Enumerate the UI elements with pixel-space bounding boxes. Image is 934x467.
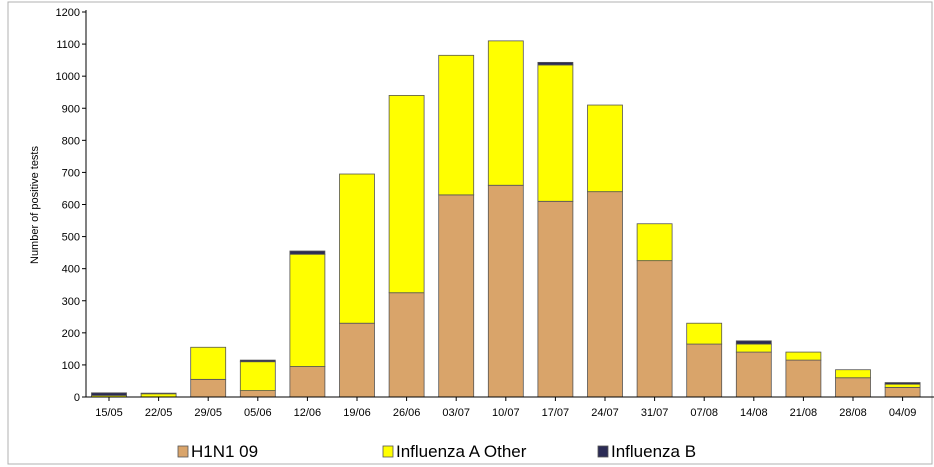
- bar-segment-influenza-a-other: [785, 351, 822, 361]
- y-axis-label: Number of positive tests: [29, 146, 41, 264]
- bar-segment-h1n1-09: [587, 191, 623, 398]
- bar-segment-h1n1-09: [388, 292, 425, 398]
- y-tick-label: 300: [62, 296, 80, 308]
- bar-segment-influenza-a-other: [339, 173, 375, 324]
- x-tick-label: 15/05: [95, 407, 123, 419]
- bar-segment-influenza-b: [140, 392, 177, 395]
- y-axis: 0 100 200 300 400 500 600 700 800 900 1000 1100 1200: [56, 7, 86, 404]
- x-tick-label: 12/06: [294, 407, 322, 419]
- bar-segment-h1n1-09: [487, 184, 524, 398]
- bar-segment-h1n1-09: [884, 386, 921, 398]
- bars: [91, 40, 921, 398]
- x-tick-label: 22/05: [145, 407, 173, 419]
- x-tick-label: 03/07: [442, 407, 470, 419]
- bar-segment-influenza-a-other: [587, 104, 623, 193]
- legend-label: H1N1 09: [191, 442, 258, 461]
- legend-label: Influenza B: [611, 442, 696, 461]
- bar-segment-influenza-a-other: [636, 223, 673, 262]
- bar-segment-influenza-b: [91, 392, 127, 396]
- y-tick-label: 1100: [56, 39, 80, 51]
- y-tick-label: 400: [62, 264, 80, 276]
- y-tick-label: 200: [62, 328, 80, 340]
- x-axis: 15/05 22/05 29/05 05/06 12/06 19/06 26/06 03/07…: [95, 397, 916, 419]
- bar-segment-influenza-a-other: [884, 383, 921, 388]
- legend-swatch: [597, 445, 609, 458]
- y-tick-label: 800: [62, 135, 80, 147]
- bar-segment-h1n1-09: [636, 260, 673, 398]
- bar-segment-influenza-a-other: [289, 253, 326, 367]
- x-tick-label: 24/07: [591, 407, 619, 419]
- bar-segment-influenza-a-other: [190, 346, 227, 380]
- bar-segment-h1n1-09: [289, 366, 326, 398]
- bar-segment-influenza-a-other: [438, 54, 475, 196]
- bar-segment-influenza-a-other: [487, 40, 524, 186]
- bar-segment-influenza-b: [884, 382, 921, 385]
- x-tick-label: 14/08: [740, 407, 768, 419]
- legend: H1N1 09 Influenza A Other Influenza B: [177, 442, 696, 461]
- bar-segment-h1n1-09: [686, 343, 723, 398]
- bar-segment-h1n1-09: [339, 322, 375, 398]
- bar-segment-influenza-b: [239, 359, 276, 363]
- bar-segment-h1n1-09: [239, 390, 276, 398]
- x-tick-label: 04/09: [889, 407, 917, 419]
- x-tick-label: 17/07: [542, 407, 570, 419]
- bar-segment-influenza-b: [735, 340, 772, 345]
- bar-segment-influenza-b: [537, 61, 574, 66]
- y-tick-label: 100: [62, 360, 80, 372]
- bar-segment-h1n1-09: [785, 359, 822, 398]
- x-tick-label: 10/07: [492, 407, 520, 419]
- bar-segment-h1n1-09: [735, 351, 772, 398]
- x-tick-label: 19/06: [343, 407, 371, 419]
- bar-segment-influenza-a-other: [835, 369, 871, 379]
- bar-segment-influenza-a-other: [537, 64, 574, 202]
- bar-segment-influenza-a-other: [686, 322, 723, 345]
- bar-segment-influenza-a-other: [735, 343, 772, 353]
- bar-segment-influenza-a-other: [239, 361, 276, 391]
- x-tick-label: 21/08: [790, 407, 818, 419]
- y-tick-label: 1200: [56, 7, 80, 19]
- y-tick-label: 600: [62, 200, 80, 212]
- y-tick-label: 1000: [56, 71, 80, 83]
- y-tick-label: 0: [74, 392, 80, 404]
- x-tick-label: 26/06: [393, 407, 421, 419]
- bar-segment-h1n1-09: [190, 378, 227, 398]
- x-tick-label: 07/08: [690, 407, 718, 419]
- legend-swatch: [382, 445, 394, 458]
- x-tick-label: 31/07: [641, 407, 669, 419]
- y-tick-label: 500: [62, 232, 80, 244]
- y-tick-label: 900: [62, 103, 80, 115]
- y-tick-label: 700: [62, 167, 80, 179]
- bar-segment-h1n1-09: [537, 200, 574, 398]
- bar-segment-h1n1-09: [835, 377, 871, 398]
- x-tick-label: 28/08: [839, 407, 867, 419]
- x-tick-label: 05/06: [244, 407, 272, 419]
- bar-segment-h1n1-09: [438, 194, 475, 398]
- legend-label: Influenza A Other: [396, 442, 527, 461]
- bar-segment-influenza-b: [289, 250, 326, 255]
- bar-segment-influenza-a-other: [388, 95, 425, 294]
- x-tick-label: 29/05: [194, 407, 222, 419]
- legend-swatch: [177, 445, 189, 458]
